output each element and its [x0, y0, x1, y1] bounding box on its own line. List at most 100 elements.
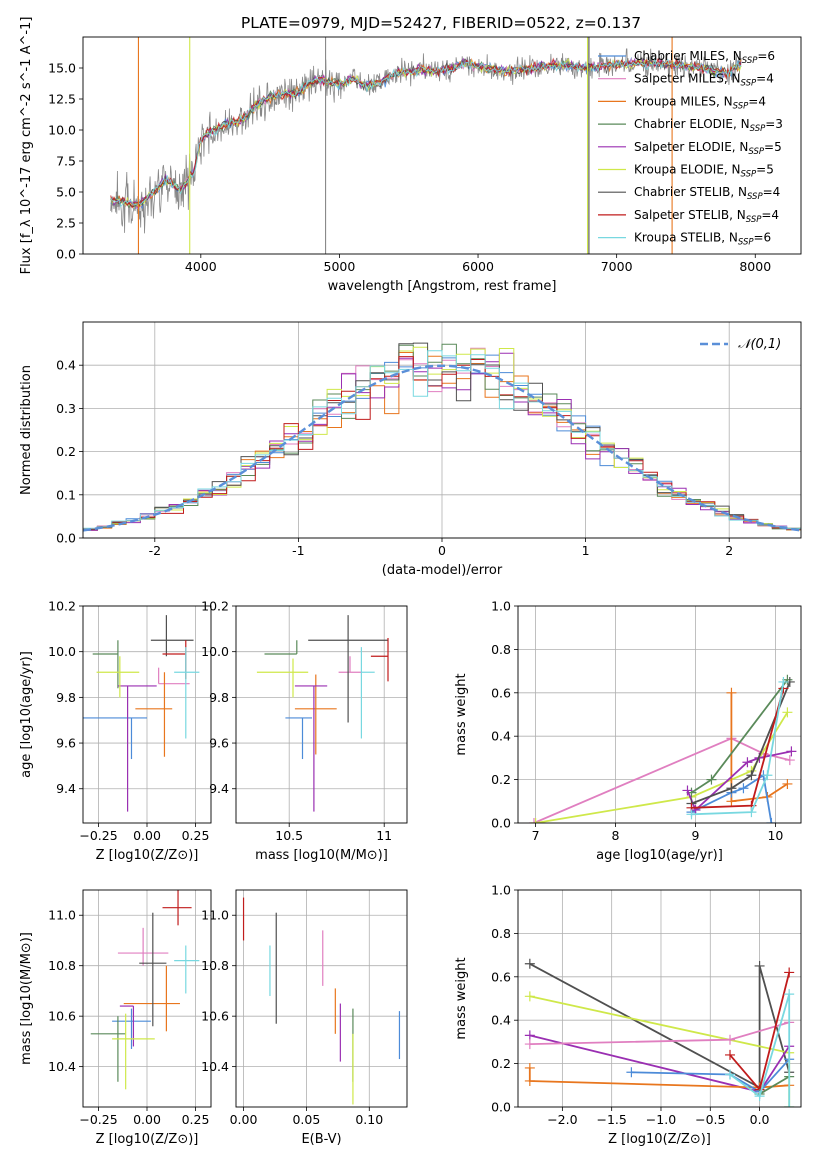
x-tick-label: 0.10 [355, 1112, 383, 1127]
x-tick-label: −0.25 [79, 1112, 117, 1127]
y-tick-label: 0.8 [491, 926, 511, 941]
chart-age-vs-Z: −0.25 0.00 0.25 9.4 9.6 9.8 10.0 10.2 Z [log10(Z… [19, 599, 212, 863]
weight-point-marker [782, 778, 793, 789]
weight-point-marker [762, 770, 773, 781]
x-tick-label: 0.25 [182, 1112, 210, 1127]
x-tick-label: 1 [582, 543, 590, 558]
x-tick-label: −0.5 [695, 1112, 725, 1127]
x-axis-label: Z [log10(Z/Z⊙)] [96, 1132, 199, 1147]
weight-point-marker [528, 818, 539, 823]
legend-ssp-count: =5 [756, 163, 774, 177]
y-tick-label: 0.2 [491, 772, 511, 787]
y-tick-label: 0.8 [491, 642, 511, 657]
weight-point-marker [706, 774, 717, 785]
weight-point-marker [782, 674, 793, 685]
weight-point-marker [725, 1049, 736, 1060]
legend-ssp-count: =3 [765, 117, 783, 131]
model-spectrum-line [110, 57, 742, 208]
axes-frame [82, 605, 212, 824]
y-axis-label: Flux [f_λ 10^-17 erg cm^-2 s^-1 A^-1] [19, 17, 34, 275]
errorbar-point [294, 685, 328, 812]
weight-point-marker [726, 687, 737, 698]
x-tick-label: −1.0 [646, 1112, 676, 1127]
x-tick-label: 0.0 [750, 1112, 770, 1127]
figure-title: PLATE=0979, MJD=52427, FIBERID=0522, z=0… [241, 14, 641, 32]
weight-point-marker [754, 960, 765, 971]
legend-ssp-count: =6 [757, 49, 775, 63]
y-tick-label: 11.0 [201, 908, 229, 923]
legend-ssp-subscript: SSP [733, 101, 749, 111]
y-tick-label: 15.0 [48, 61, 76, 76]
weight-point-marker [742, 757, 753, 768]
y-tick-label: 10.8 [48, 958, 76, 973]
weight-point-marker [524, 991, 535, 1002]
legend-ssp-subscript: SSP [748, 147, 764, 157]
errorbar-point [162, 890, 192, 926]
y-tick-label: 9.6 [56, 736, 76, 751]
errorbar-point [123, 965, 180, 1032]
weight-point-marker [782, 707, 793, 718]
chart-residuals: -2 -1 0 1 2 0.0 0.1 0.2 0.3 0.4 (data-model)/error… [19, 321, 802, 578]
y-tick-label: 9.6 [209, 736, 229, 751]
legend-entry: Chabrier STELIB, NSSP=4 [634, 185, 780, 202]
y-tick-label: 0.4 [491, 729, 511, 744]
y-tick-label: 10.2 [201, 599, 229, 614]
errorbar-point [92, 640, 119, 689]
errorbar-point [83, 717, 147, 760]
legend-ssp-subscript: SSP [738, 238, 754, 248]
y-tick-label: 0.0 [491, 1100, 511, 1115]
legend-model-name: Kroupa ELODIE, N [634, 163, 741, 177]
x-axis-label: (data-model)/error [382, 563, 503, 578]
normal-curve-line [83, 364, 801, 532]
legend-ssp-count: =4 [756, 72, 774, 86]
y-tick-label: 10.6 [201, 1009, 229, 1024]
legend-entry: 𝒩(0,1) [738, 337, 781, 352]
axes-frame [235, 889, 408, 1108]
weight-point-marker [686, 809, 697, 820]
errorbar-point [119, 1005, 135, 1047]
y-tick-label: 0.0 [56, 247, 76, 262]
y-tick-label: 10.4 [201, 1059, 229, 1074]
legend-ssp-subscript: SSP [747, 192, 763, 202]
legend-entry: Kroupa MILES, NSSP=4 [634, 94, 766, 111]
errorbar-point [150, 615, 194, 657]
y-axis-label: mass weight [454, 673, 469, 755]
y-tick-label: 10.8 [201, 958, 229, 973]
weight-point-marker [524, 1039, 535, 1050]
histogram-plot-area [83, 342, 801, 534]
y-tick-label: 1.0 [491, 883, 511, 898]
x-tick-label: 5000 [324, 259, 356, 274]
x-tick-label: 7 [532, 828, 540, 843]
legend-ssp-count: =4 [763, 185, 781, 199]
weight-point-marker [682, 785, 693, 796]
y-tick-label: 10.0 [201, 644, 229, 659]
errorbar-plot-area [242, 897, 401, 1105]
weight-point-marker [784, 989, 795, 1000]
legend-ssp-subscript: SSP [741, 79, 757, 89]
errorbar-plot-area [90, 890, 200, 1090]
weight-point-marker [786, 746, 797, 757]
weight-point-marker [766, 818, 777, 823]
weight-point-marker [738, 783, 749, 794]
axes-frame [82, 321, 802, 539]
y-tick-label: 1.0 [491, 599, 511, 614]
x-tick-label: 8 [612, 828, 620, 843]
weight-point-marker [726, 796, 737, 807]
axes-frame [235, 605, 408, 824]
x-tick-label: 8000 [739, 259, 771, 274]
errorbar-point [117, 927, 169, 966]
legend-ssp-count: =4 [748, 94, 766, 108]
x-tick-label: 6000 [462, 259, 494, 274]
weight-series-line [528, 1067, 790, 1089]
y-tick-label: 2.5 [56, 216, 76, 231]
legend-ssp-subscript: SSP [750, 124, 766, 134]
x-axis-label: mass [log10(M/M⊙)] [255, 848, 388, 863]
x-tick-label: −0.25 [79, 828, 117, 843]
chart-weight-vs-Z: −2.0 −1.5 −1.0 −0.5 0.0 0.0 0.2 0.4 0.6 0.8 1.0 Z [… [454, 883, 802, 1147]
errorbar-point [90, 1016, 126, 1082]
legend-entry: Kroupa ELODIE, NSSP=5 [634, 163, 774, 180]
weight-series-line [631, 1058, 790, 1093]
errorbar-point [338, 656, 362, 673]
